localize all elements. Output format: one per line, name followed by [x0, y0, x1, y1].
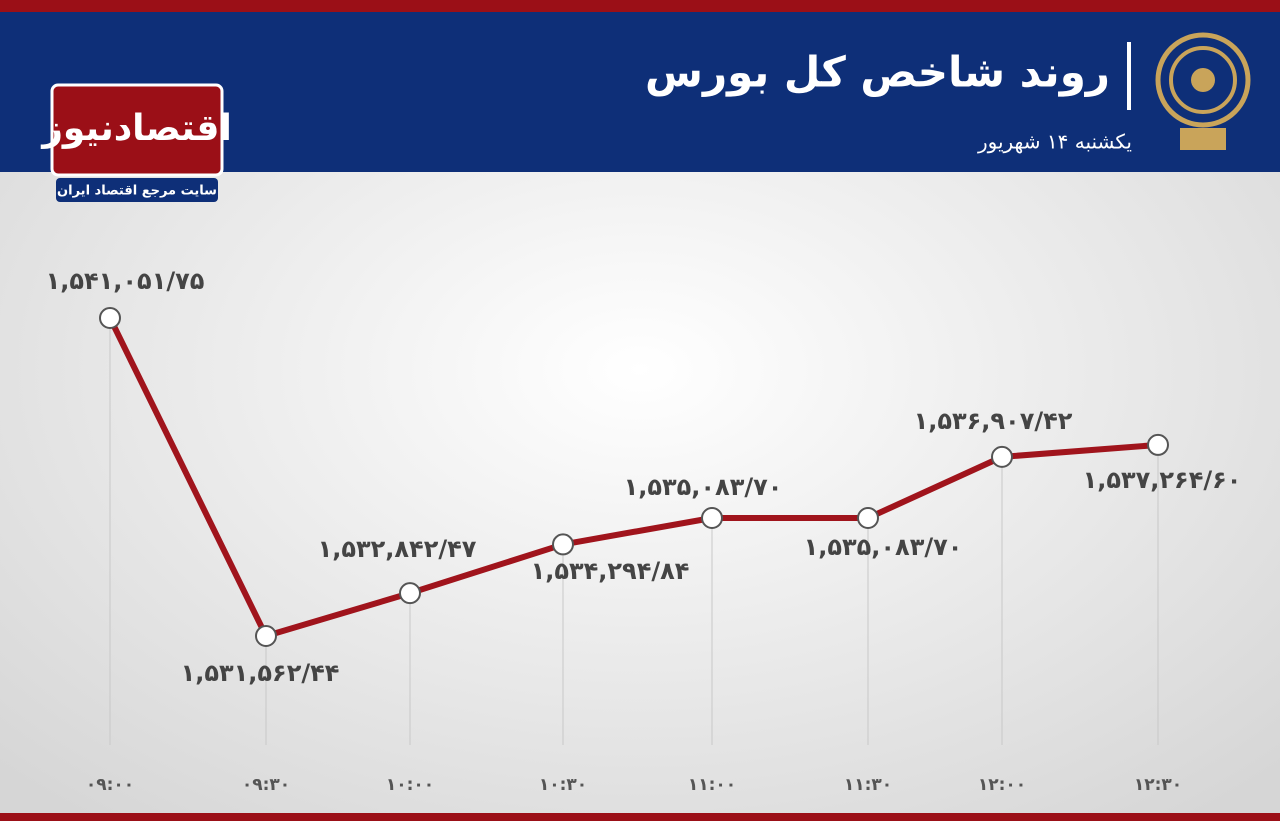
point	[255, 625, 277, 647]
x-tick-label: ۱۱:۳۰	[844, 775, 892, 795]
x-tick-label: ۱۲:۳۰	[1134, 775, 1182, 795]
value-label: ۱,۵۳۱,۵۶۲/۴۴	[181, 659, 340, 687]
tagline-box	[56, 178, 218, 202]
x-tick-label: ۰۹:۰۰	[86, 775, 134, 795]
subtitle: یکشنبه ۱۴ شهریور	[977, 130, 1132, 154]
line	[107, 316, 1159, 639]
value-label: ۱,۵۳۵,۰۸۳/۷۰	[624, 473, 783, 501]
point	[1147, 433, 1169, 456]
logo-tagline: سایت مرجع اقتصاد ایران	[57, 184, 217, 199]
point	[399, 582, 421, 605]
point	[701, 506, 723, 529]
value-label: ۱,۵۳۵,۰۸۳/۷۰	[804, 533, 963, 561]
value-label: ۱,۵۴۱,۰۵۱/۷۵	[46, 267, 205, 295]
title: روند شاخص کل بورس	[645, 48, 1110, 98]
x-tick-label: ۱۰:۰۰	[386, 775, 434, 795]
logo-box	[50, 83, 224, 177]
logo-name: اقتصادنیوز	[40, 108, 232, 149]
divider	[1127, 42, 1131, 110]
emblem	[1155, 32, 1251, 150]
point	[99, 307, 121, 329]
bottom-strip	[0, 813, 1280, 821]
x-tick-label: ۱۱:۰۰	[688, 775, 736, 795]
point	[857, 506, 879, 529]
value-label: ۱,۵۳۷,۲۶۴/۶۰	[1083, 466, 1242, 494]
value-label: ۱,۵۳۶,۹۰۷/۴۲	[914, 407, 1073, 435]
value-label: ۱,۵۳۲,۸۴۲/۴۷	[318, 535, 477, 563]
x-tick-label: ۱۰:۳۰	[539, 775, 587, 795]
x-tick-label: ۰۹:۳۰	[242, 775, 290, 795]
point	[991, 445, 1013, 468]
value-label: ۱,۵۳۴,۲۹۴/۸۴	[531, 557, 690, 585]
x-tick-label: ۱۲:۰۰	[978, 775, 1026, 795]
top-strip	[0, 0, 1280, 12]
point	[552, 533, 574, 556]
